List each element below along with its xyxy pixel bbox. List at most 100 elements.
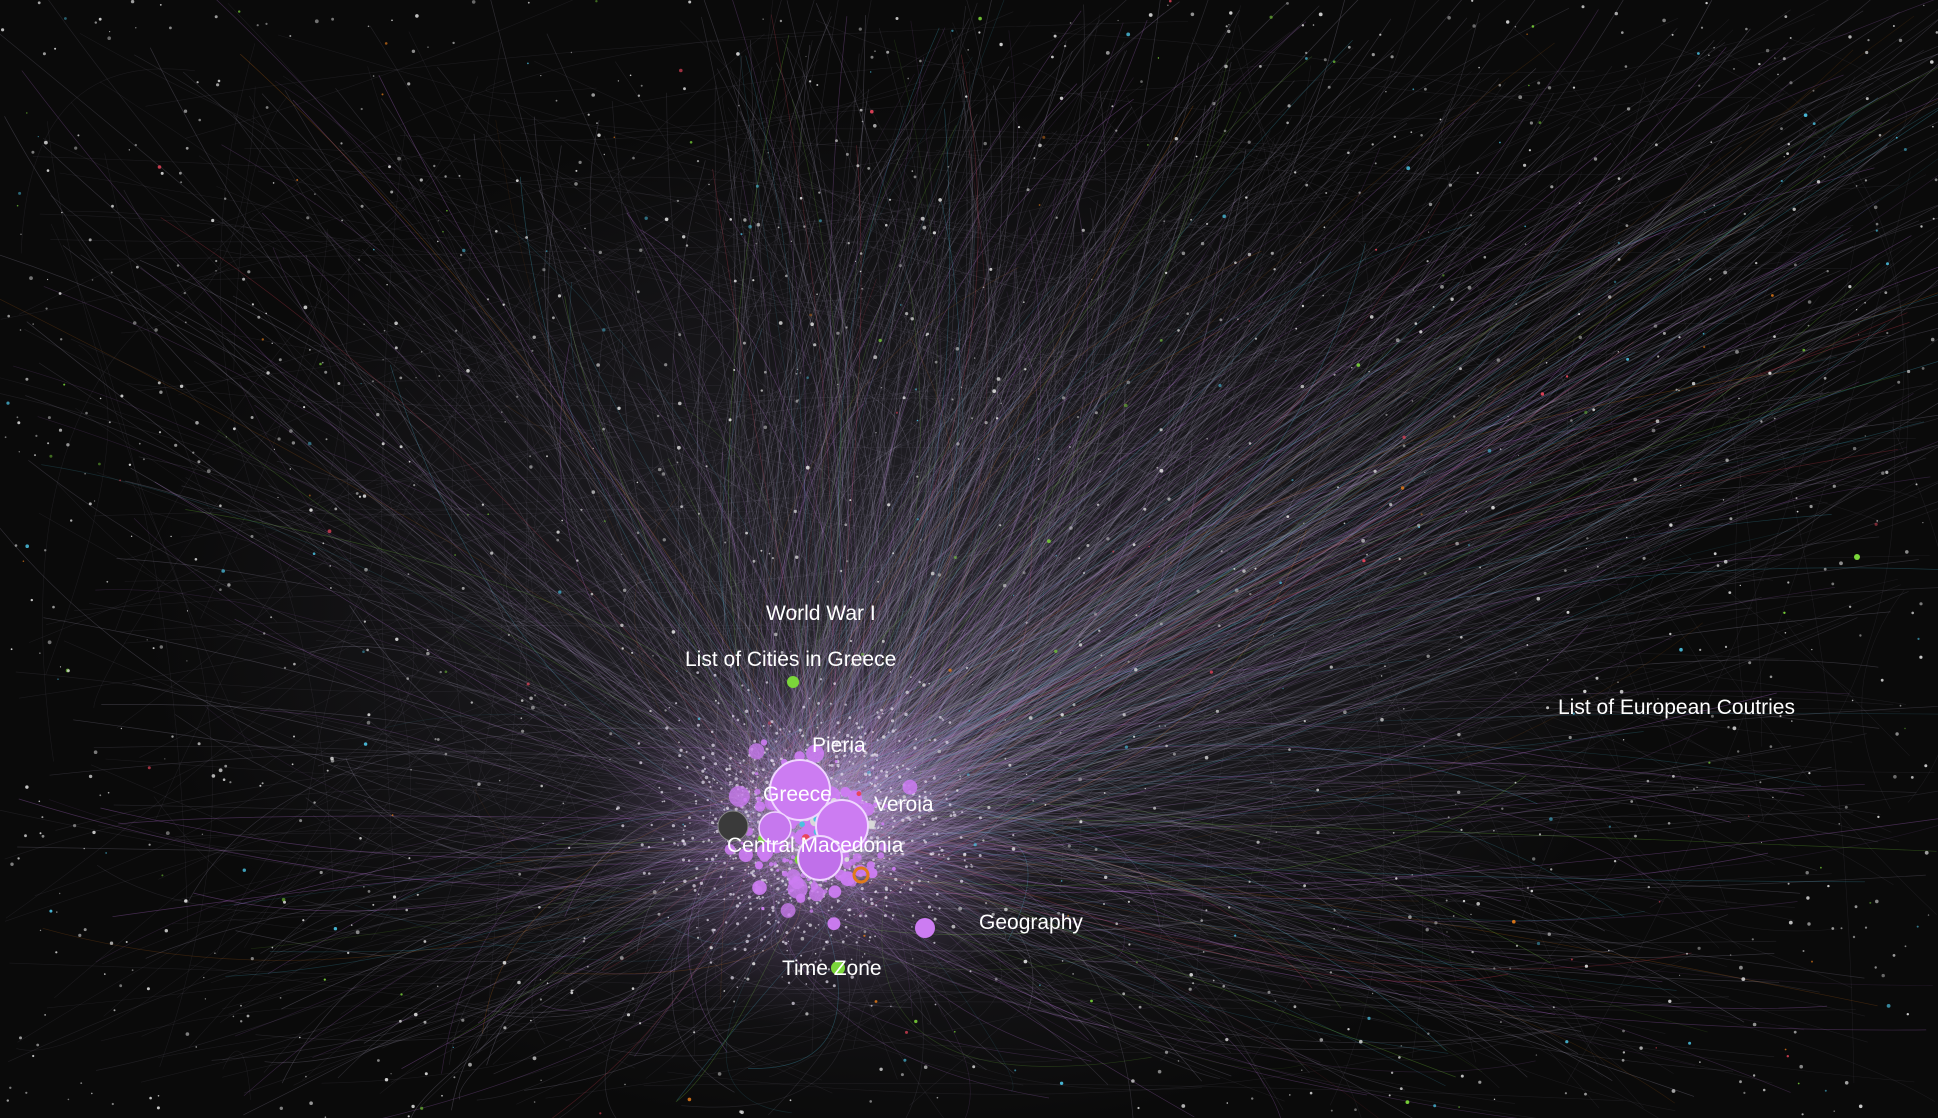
minor-node — [854, 755, 857, 758]
minor-node — [850, 958, 853, 961]
minor-node — [910, 317, 914, 321]
minor-node — [1057, 911, 1061, 915]
minor-node — [768, 704, 771, 706]
label-greece[interactable]: Greece — [763, 783, 832, 806]
minor-node — [1186, 312, 1189, 316]
minor-node — [1452, 915, 1455, 917]
minor-node — [1242, 569, 1246, 573]
minor-node — [814, 960, 817, 963]
minor-node — [407, 82, 411, 86]
minor-node — [1713, 204, 1716, 207]
label-geography[interactable]: Geography — [979, 911, 1083, 934]
minor-node — [532, 335, 536, 339]
label-veroia[interactable]: Veroia — [874, 793, 934, 816]
minor-node — [185, 146, 189, 150]
label-central-macedonia[interactable]: Central Macedonia — [727, 834, 904, 857]
label-list-of-cities-in-greece[interactable]: List of Cities in Greece — [685, 648, 896, 671]
minor-node — [1163, 220, 1166, 223]
minor-node — [1878, 133, 1882, 137]
minor-node — [862, 655, 865, 658]
minor-node — [1919, 655, 1923, 659]
labels-layer[interactable]: World War I List of Cities in Greece Pie… — [685, 602, 1795, 980]
minor-node — [6, 401, 10, 405]
node-veroia[interactable] — [797, 835, 843, 881]
minor-node — [309, 349, 311, 351]
minor-node — [882, 735, 886, 739]
minor-node — [860, 887, 864, 891]
minor-node — [250, 534, 254, 538]
minor-node — [931, 817, 935, 821]
node-time-zone[interactable] — [831, 961, 845, 975]
node-dark-hub[interactable] — [717, 810, 749, 842]
minor-node — [502, 961, 507, 965]
minor-node — [1061, 960, 1064, 962]
minor-node — [916, 419, 919, 422]
minor-node — [1895, 136, 1898, 139]
node-list-of-cities[interactable] — [787, 676, 799, 688]
minor-node — [1759, 781, 1762, 784]
minor-node — [1655, 143, 1658, 147]
node-orange[interactable] — [852, 866, 870, 884]
minor-node — [1202, 951, 1205, 953]
minor-node — [1347, 1028, 1350, 1031]
minor-node — [454, 554, 457, 556]
minor-node — [873, 799, 877, 803]
minor-node — [1439, 118, 1442, 121]
minor-node — [538, 906, 541, 909]
minor-node — [933, 738, 937, 742]
minor-node — [853, 752, 856, 755]
minor-node — [1078, 777, 1082, 782]
minor-node — [364, 567, 368, 572]
minor-node — [686, 765, 688, 768]
minor-node — [1312, 24, 1315, 26]
minor-node — [747, 865, 750, 868]
minor-node — [597, 133, 601, 137]
hub-nodes[interactable] — [717, 554, 1860, 975]
minor-node — [575, 169, 578, 172]
minor-node — [830, 883, 833, 885]
cluster-node — [776, 868, 780, 872]
label-pieria[interactable]: Pieria — [812, 734, 866, 757]
minor-node — [383, 329, 386, 332]
node-greece[interactable] — [769, 759, 831, 821]
minor-node — [49, 454, 53, 458]
minor-node — [1935, 31, 1938, 34]
minor-node — [1059, 1081, 1064, 1086]
minor-node — [910, 881, 914, 885]
minor-node — [889, 852, 893, 856]
minor-node — [816, 714, 818, 716]
minor-node — [816, 293, 818, 296]
minor-node — [747, 688, 750, 692]
minor-node — [870, 109, 874, 114]
minor-node — [1220, 550, 1223, 553]
minor-node — [741, 684, 744, 687]
node-green-outlier[interactable] — [1854, 554, 1860, 560]
minor-node — [1564, 569, 1567, 572]
minor-node — [867, 960, 871, 964]
minor-node — [227, 583, 231, 587]
minor-node — [768, 913, 771, 916]
node-cluster-member[interactable] — [758, 811, 792, 845]
minor-node — [1217, 624, 1221, 628]
label-time-zone[interactable]: Time Zone — [782, 957, 882, 980]
label-list-of-european-coutries[interactable]: List of European Coutries — [1558, 696, 1795, 719]
minor-node — [861, 725, 864, 729]
minor-node — [596, 122, 598, 124]
minor-node — [131, 969, 134, 972]
minor-node — [1295, 327, 1298, 330]
minor-node — [1259, 65, 1262, 68]
node-geography[interactable] — [915, 918, 935, 938]
minor-node — [1671, 1089, 1676, 1093]
minor-node — [1412, 289, 1415, 291]
minor-node — [372, 75, 375, 77]
minor-node — [932, 776, 936, 780]
minor-node — [1700, 26, 1704, 29]
minor-node — [533, 1101, 536, 1103]
minor-node — [321, 361, 324, 364]
minor-node — [501, 411, 503, 413]
minor-node — [696, 671, 700, 674]
minor-node — [1457, 732, 1461, 737]
label-world-war-i[interactable]: World War I — [766, 602, 876, 625]
